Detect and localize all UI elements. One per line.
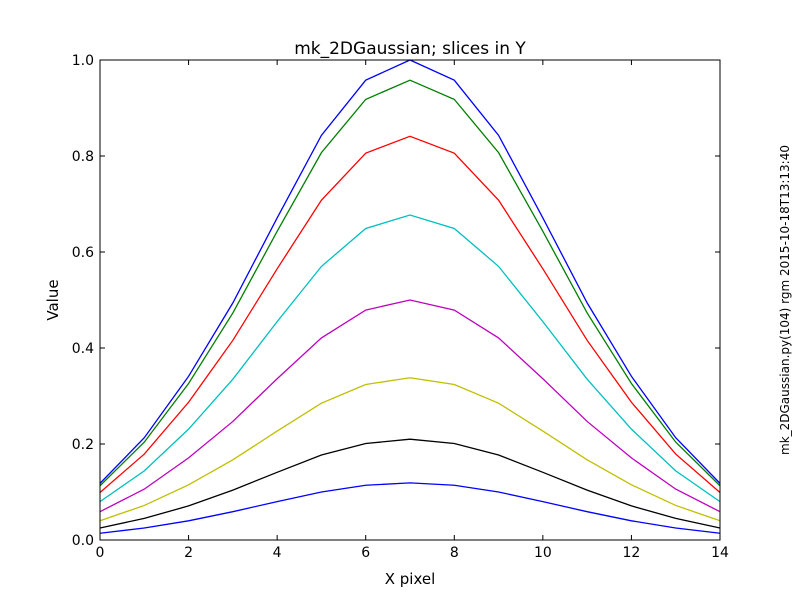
series-line-6 (99, 377, 721, 522)
series-line-3 (99, 135, 721, 493)
axis-ticks: 0 2 4 6 8 10 12 14 0.0 0.2 0.4 0.6 0.8 1.0 (72, 53, 729, 561)
x-tick-label: 2 (184, 545, 193, 561)
y-tick-label: 0.8 (72, 149, 94, 165)
x-tick-label: 4 (273, 545, 282, 561)
x-tick-label: 8 (450, 545, 459, 561)
chart-title: mk_2DGaussian; slices in Y (294, 39, 526, 59)
y-tick-label: 0.6 (72, 245, 94, 261)
series-line-5 (99, 299, 721, 513)
series-line-4 (99, 214, 721, 503)
x-tick-label: 6 (361, 545, 370, 561)
x-tick-label: 10 (534, 545, 552, 561)
series-line-7 (99, 438, 721, 529)
x-axis-label: X pixel (385, 570, 436, 588)
series-line-2 (99, 79, 721, 487)
y-axis-label: Value (44, 279, 62, 320)
y-tick-label: 0.0 (72, 533, 94, 549)
x-tick-label: 0 (96, 545, 105, 561)
x-tick-label: 14 (711, 545, 729, 561)
side-note: mk_2DGaussian.py(104) rgm 2015-10-18T13:… (778, 145, 792, 455)
x-tick-label: 12 (623, 545, 641, 561)
series-lines (99, 59, 721, 534)
y-tick-label: 0.2 (72, 437, 94, 453)
y-tick-label: 1.0 (72, 53, 94, 69)
series-line-8 (99, 482, 721, 534)
plot-frame (99, 59, 721, 541)
y-tick-label: 0.4 (72, 341, 94, 357)
